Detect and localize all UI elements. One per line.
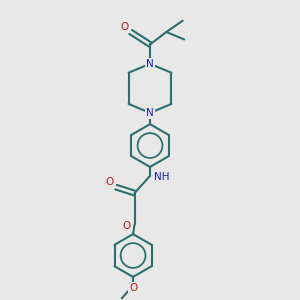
Text: N: N (146, 59, 154, 69)
Text: O: O (120, 22, 128, 32)
Text: O: O (122, 221, 130, 231)
Text: N: N (146, 108, 154, 118)
Text: NH: NH (154, 172, 169, 182)
Text: O: O (129, 283, 137, 293)
Text: O: O (106, 177, 114, 187)
